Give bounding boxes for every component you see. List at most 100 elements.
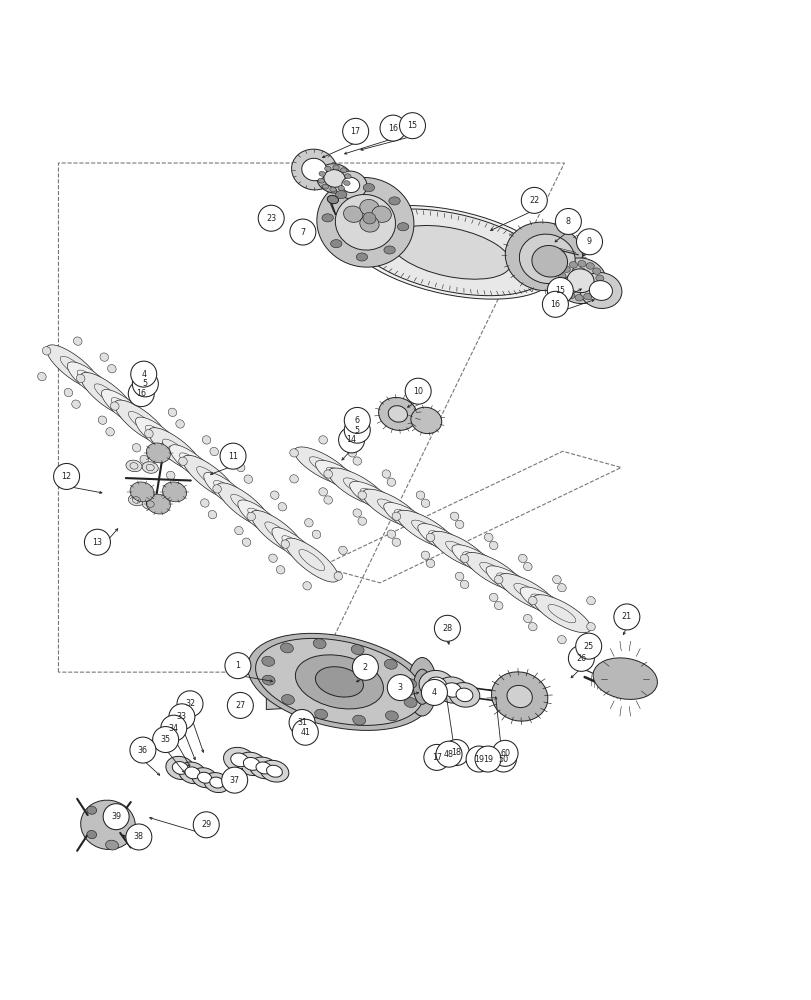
Text: 16: 16: [550, 300, 560, 309]
Ellipse shape: [363, 184, 374, 192]
Ellipse shape: [210, 447, 218, 456]
Ellipse shape: [166, 471, 174, 480]
Circle shape: [152, 727, 178, 753]
Ellipse shape: [128, 494, 144, 506]
Circle shape: [193, 812, 219, 838]
Text: 22: 22: [529, 196, 539, 205]
Ellipse shape: [204, 773, 230, 793]
Circle shape: [352, 654, 378, 680]
Text: 6: 6: [354, 416, 359, 425]
Ellipse shape: [416, 517, 424, 525]
Ellipse shape: [101, 389, 147, 427]
Ellipse shape: [243, 757, 260, 770]
Ellipse shape: [494, 601, 502, 610]
Ellipse shape: [46, 345, 100, 389]
Ellipse shape: [561, 266, 569, 272]
Ellipse shape: [197, 461, 206, 470]
Ellipse shape: [134, 381, 143, 389]
Circle shape: [423, 744, 449, 770]
Ellipse shape: [519, 234, 574, 284]
Ellipse shape: [586, 597, 594, 605]
Text: 26: 26: [576, 654, 586, 663]
Ellipse shape: [334, 171, 367, 199]
Ellipse shape: [144, 429, 153, 438]
Circle shape: [227, 692, 253, 718]
Ellipse shape: [200, 499, 208, 507]
Ellipse shape: [353, 209, 547, 296]
Ellipse shape: [276, 566, 285, 574]
Circle shape: [177, 691, 203, 717]
Ellipse shape: [486, 566, 534, 598]
Ellipse shape: [265, 517, 274, 525]
Circle shape: [130, 737, 156, 763]
Ellipse shape: [337, 186, 344, 191]
Ellipse shape: [260, 760, 289, 782]
Ellipse shape: [404, 698, 417, 707]
Ellipse shape: [356, 253, 367, 261]
Ellipse shape: [316, 177, 414, 267]
Ellipse shape: [178, 457, 187, 465]
Ellipse shape: [217, 483, 270, 527]
Text: 10: 10: [413, 387, 423, 396]
Ellipse shape: [132, 444, 140, 452]
Text: 32: 32: [185, 699, 195, 708]
Ellipse shape: [163, 434, 172, 442]
Ellipse shape: [266, 765, 282, 777]
Ellipse shape: [455, 572, 463, 580]
Ellipse shape: [247, 512, 255, 521]
Ellipse shape: [294, 447, 352, 485]
Ellipse shape: [285, 538, 338, 582]
Ellipse shape: [460, 580, 468, 589]
Ellipse shape: [426, 559, 434, 567]
Ellipse shape: [322, 184, 328, 189]
Ellipse shape: [142, 462, 158, 473]
Ellipse shape: [318, 178, 324, 183]
Ellipse shape: [384, 246, 395, 254]
Ellipse shape: [340, 168, 346, 173]
Ellipse shape: [178, 762, 206, 784]
Ellipse shape: [518, 554, 526, 563]
Ellipse shape: [281, 695, 294, 704]
Ellipse shape: [594, 283, 603, 289]
Ellipse shape: [396, 510, 454, 548]
Circle shape: [474, 746, 500, 772]
Ellipse shape: [579, 273, 621, 308]
Ellipse shape: [359, 199, 379, 216]
Ellipse shape: [592, 658, 657, 699]
Ellipse shape: [105, 840, 118, 850]
Ellipse shape: [98, 416, 106, 424]
Circle shape: [399, 113, 425, 139]
Ellipse shape: [87, 830, 97, 839]
Ellipse shape: [319, 488, 327, 496]
Circle shape: [490, 746, 516, 772]
Text: 39: 39: [111, 812, 121, 821]
Ellipse shape: [528, 597, 536, 605]
Ellipse shape: [236, 463, 245, 472]
Ellipse shape: [452, 545, 500, 577]
Ellipse shape: [324, 170, 345, 187]
Text: 12: 12: [62, 472, 71, 481]
Text: 33: 33: [177, 712, 187, 721]
Ellipse shape: [208, 510, 217, 519]
Ellipse shape: [315, 709, 327, 719]
Text: 29: 29: [201, 820, 211, 829]
Ellipse shape: [262, 675, 275, 685]
Ellipse shape: [110, 402, 119, 410]
Circle shape: [575, 633, 601, 659]
Ellipse shape: [523, 562, 531, 571]
Text: 21: 21: [621, 612, 631, 621]
Ellipse shape: [443, 683, 461, 697]
Ellipse shape: [566, 292, 574, 299]
Ellipse shape: [390, 225, 510, 279]
Ellipse shape: [204, 472, 249, 510]
Ellipse shape: [520, 587, 569, 619]
Ellipse shape: [413, 669, 431, 704]
Text: 37: 37: [230, 776, 239, 785]
Ellipse shape: [557, 584, 565, 592]
Ellipse shape: [430, 531, 488, 569]
Ellipse shape: [358, 491, 366, 499]
Ellipse shape: [418, 670, 454, 700]
Ellipse shape: [388, 406, 407, 422]
Ellipse shape: [324, 496, 332, 504]
Ellipse shape: [371, 206, 391, 222]
